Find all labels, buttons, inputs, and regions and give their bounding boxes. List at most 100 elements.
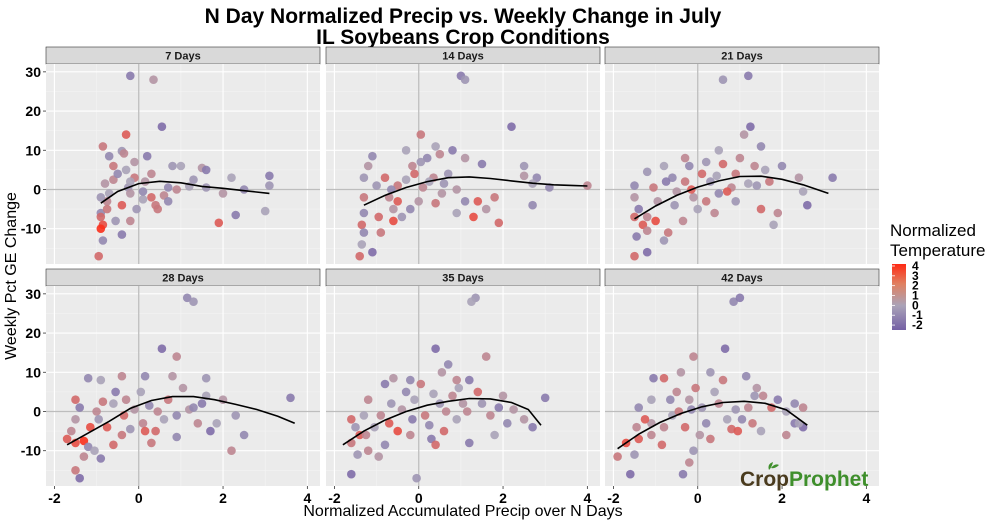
logo-text: CropProphet <box>740 468 868 491</box>
y-tick-label: 20 <box>25 103 41 119</box>
data-point <box>111 387 120 397</box>
data-point <box>718 159 728 169</box>
data-point <box>96 212 106 222</box>
y-tick-label: -10 <box>21 221 41 237</box>
data-point <box>416 130 426 139</box>
data-point <box>765 177 774 186</box>
data-point <box>803 200 812 210</box>
data-point <box>680 177 690 186</box>
data-point <box>96 193 106 202</box>
data-point <box>630 193 639 202</box>
data-point <box>380 379 390 389</box>
data-point <box>102 204 112 214</box>
data-point <box>722 187 732 196</box>
data-point <box>157 344 167 354</box>
data-point <box>121 130 131 139</box>
data-point <box>519 171 529 181</box>
data-point <box>153 407 162 416</box>
facet-panel: 42 Days -2 0 2 4 <box>604 268 880 506</box>
data-point <box>460 197 470 206</box>
data-point <box>126 216 135 226</box>
data-point <box>361 430 371 440</box>
data-point <box>121 395 131 405</box>
data-point <box>126 189 135 198</box>
trend-line <box>634 175 829 220</box>
data-point <box>227 446 236 456</box>
data-point <box>503 419 512 428</box>
data-point <box>706 434 715 444</box>
data-point <box>117 230 127 239</box>
data-point <box>659 422 669 432</box>
data-point <box>750 391 759 401</box>
data-point <box>739 130 749 139</box>
data-point <box>672 187 681 196</box>
data-point <box>98 236 108 245</box>
data-point <box>136 387 146 397</box>
data-point <box>519 161 529 171</box>
data-point <box>649 183 658 192</box>
data-point <box>347 469 356 479</box>
data-point <box>71 415 80 424</box>
y-tick-label: 30 <box>25 64 41 80</box>
data-point <box>422 153 432 163</box>
data-point <box>685 161 694 171</box>
data-point <box>75 473 84 483</box>
y-tick-label: 10 <box>25 364 41 380</box>
data-point <box>630 450 639 459</box>
data-point <box>389 216 398 226</box>
trend-line <box>342 397 542 446</box>
data-point <box>149 75 158 84</box>
data-point <box>159 415 169 424</box>
data-point <box>481 204 491 214</box>
logo-text-crop: Crop <box>740 468 789 491</box>
data-point <box>473 197 483 206</box>
data-point <box>777 161 787 171</box>
data-point <box>454 383 464 393</box>
data-point <box>86 422 95 432</box>
data-point <box>498 391 508 401</box>
data-point <box>418 183 428 192</box>
data-point <box>359 193 369 202</box>
data-point <box>490 430 499 440</box>
data-point <box>374 452 384 461</box>
data-point <box>265 181 274 190</box>
data-point <box>744 403 753 412</box>
data-point <box>458 399 468 408</box>
data-point <box>752 181 762 190</box>
data-point <box>640 415 650 424</box>
data-point <box>172 185 181 194</box>
data-point <box>71 466 80 475</box>
data-point <box>642 226 652 235</box>
data-point <box>147 438 156 448</box>
data-point <box>410 395 419 405</box>
data-point <box>486 411 495 420</box>
data-point <box>90 446 99 456</box>
facet-strip-label: 21 Days <box>721 51 763 63</box>
data-point <box>172 411 181 420</box>
data-point <box>163 183 173 192</box>
data-point <box>540 393 550 403</box>
y-tick-label: 0 <box>33 181 41 197</box>
data-point <box>408 161 417 171</box>
legend-label: 4 <box>912 259 919 273</box>
data-point <box>109 161 118 171</box>
data-point <box>197 399 207 408</box>
logo-text-prophet: Prophet <box>789 468 868 491</box>
data-point <box>794 173 804 182</box>
data-point <box>71 395 80 405</box>
data-point <box>178 383 188 393</box>
data-point <box>670 200 679 210</box>
data-point <box>528 422 537 432</box>
data-point <box>689 352 698 361</box>
data-point <box>67 426 76 436</box>
data-point <box>507 122 516 131</box>
data-point <box>441 407 451 416</box>
data-point <box>172 432 181 442</box>
data-point <box>119 149 129 158</box>
data-point <box>710 387 719 397</box>
data-point <box>490 193 499 202</box>
data-point <box>126 424 135 434</box>
data-point <box>695 430 705 440</box>
data-point <box>96 224 106 233</box>
x-tick-label: 4 <box>862 490 870 506</box>
